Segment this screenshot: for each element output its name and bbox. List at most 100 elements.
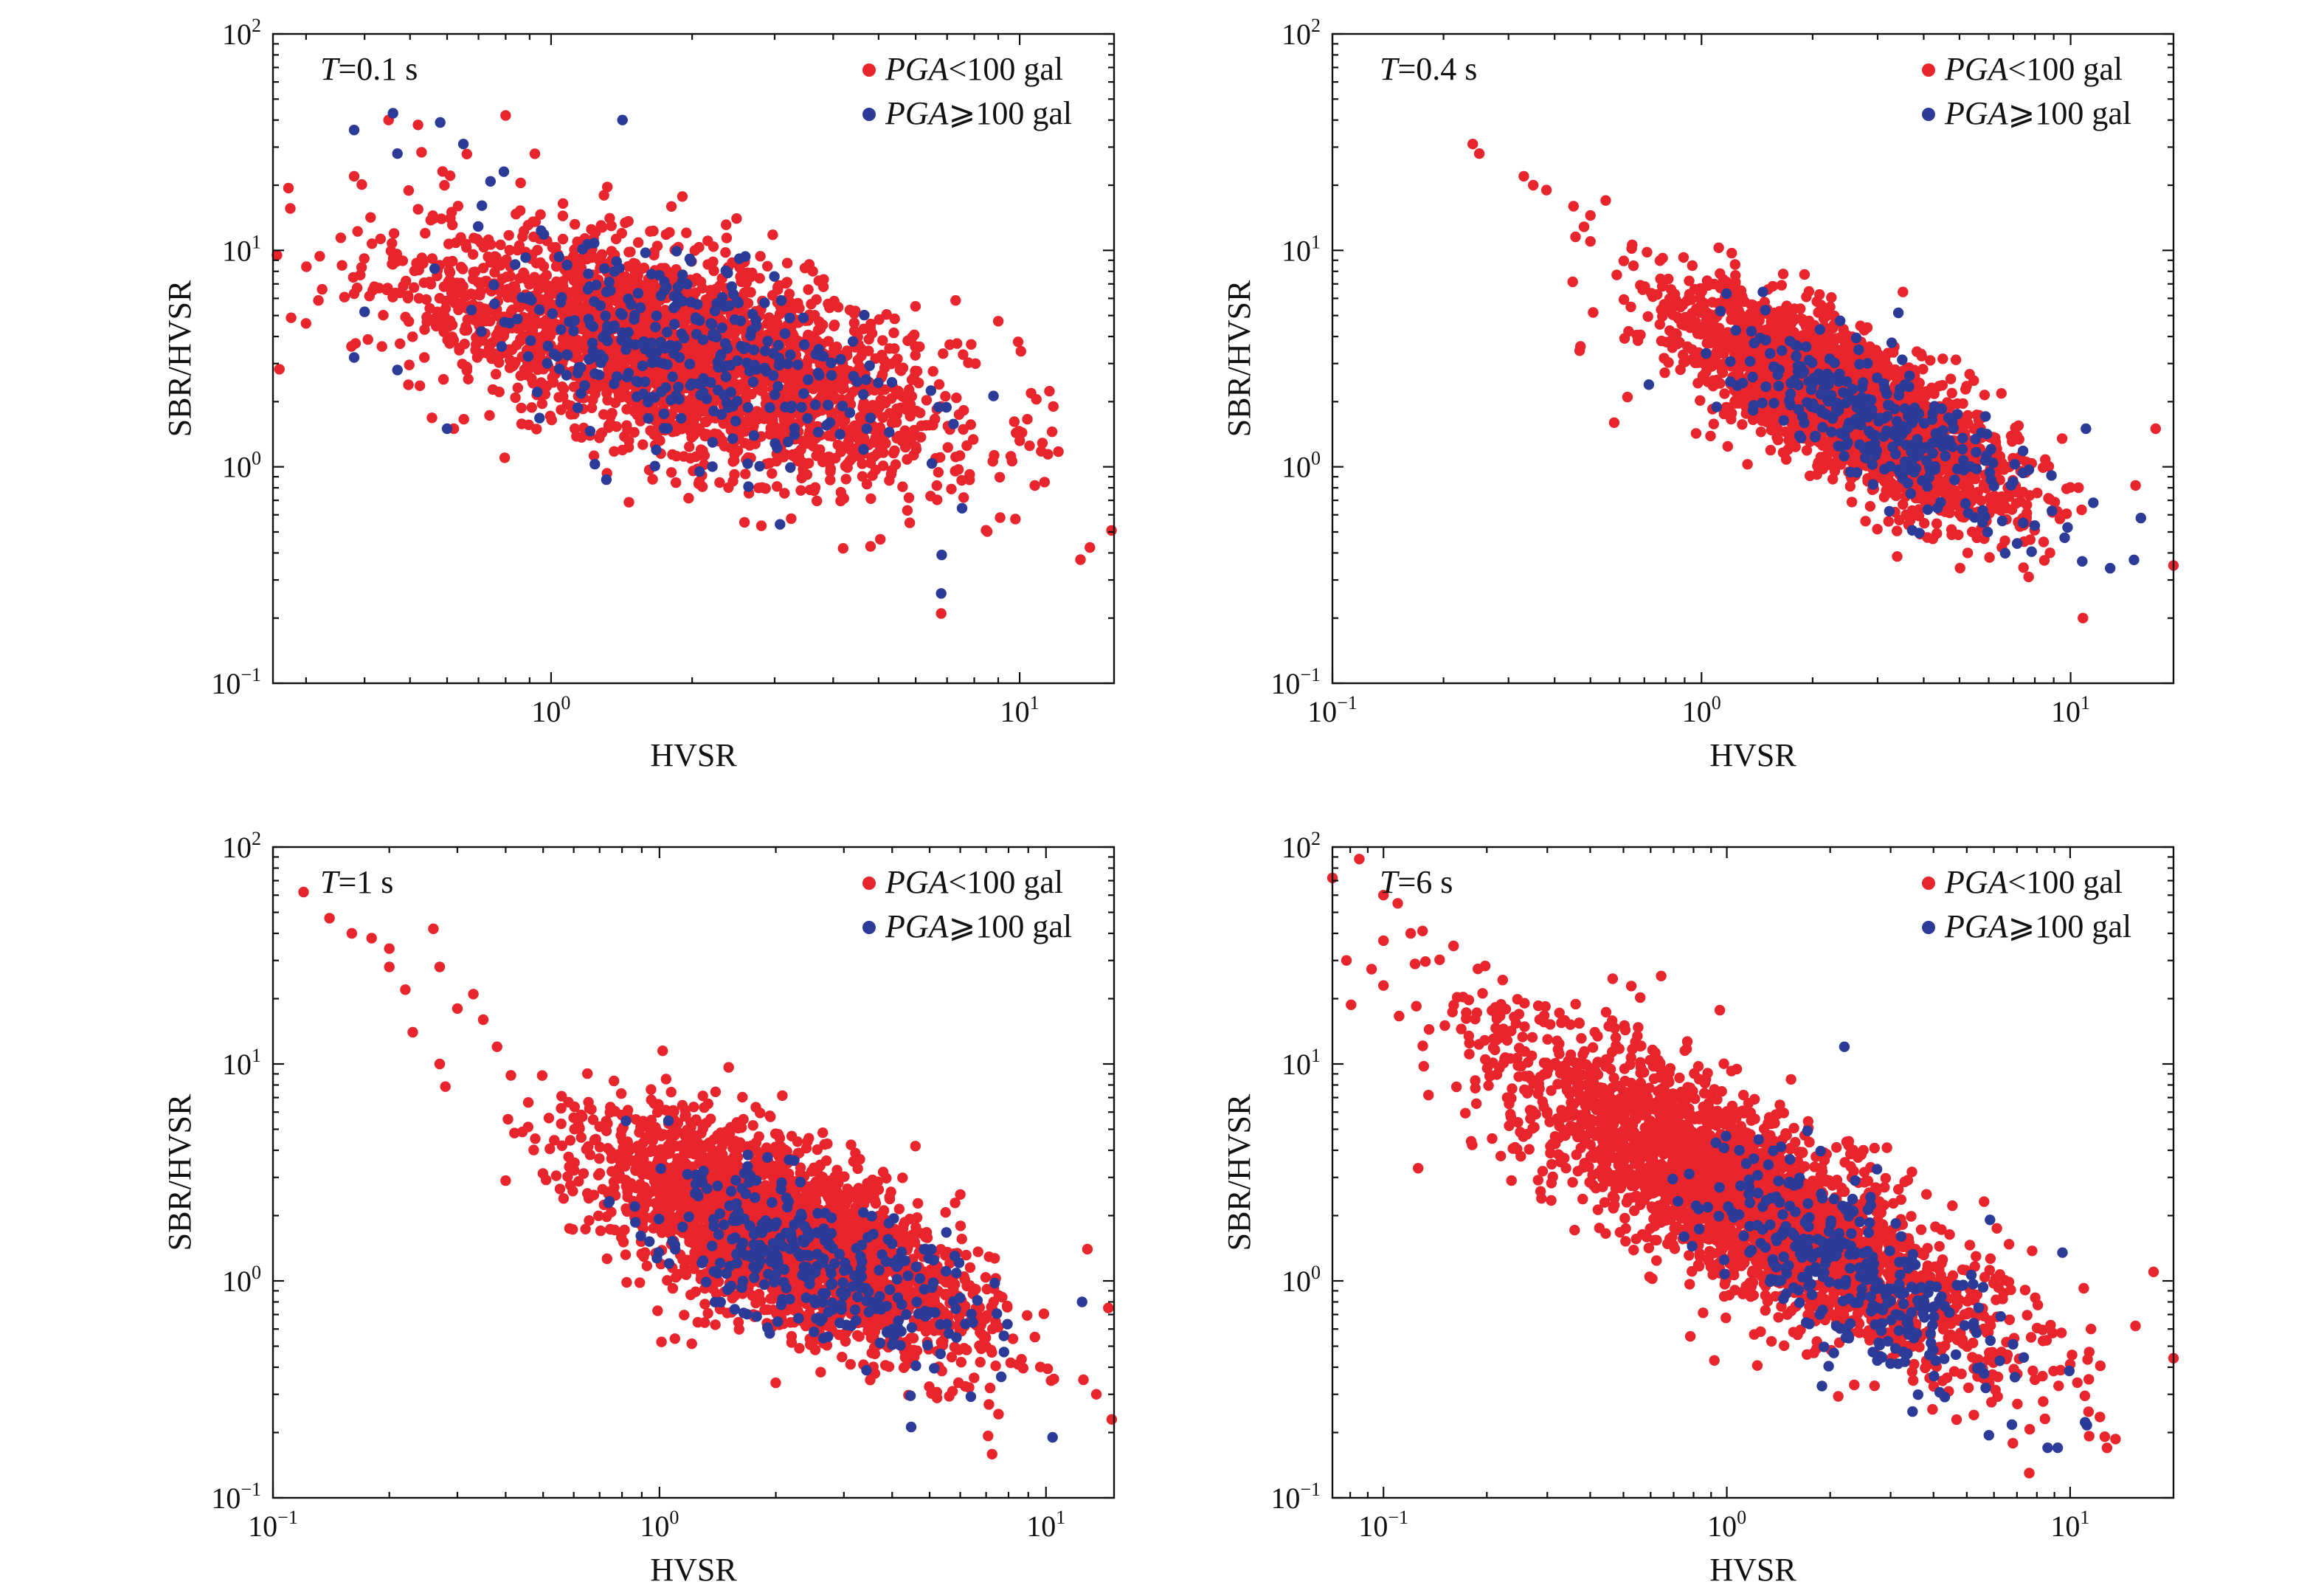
data-point-low-pga <box>916 432 927 443</box>
data-point-low-pga <box>664 227 675 238</box>
data-point-low-pga <box>956 474 967 486</box>
data-point-low-pga <box>443 238 454 249</box>
data-point-high-pga <box>691 328 702 340</box>
data-point-high-pga <box>824 417 836 428</box>
data-point-low-pga <box>1979 390 1991 401</box>
data-point-low-pga <box>469 266 481 277</box>
data-point-low-pga <box>829 319 840 331</box>
data-point-high-pga <box>789 423 800 434</box>
data-point-high-pga <box>759 297 770 308</box>
data-point-low-pga <box>1927 533 1939 545</box>
data-point-low-pga <box>807 266 818 277</box>
data-point-low-pga <box>779 488 790 499</box>
data-point-high-pga <box>429 263 440 274</box>
data-point-low-pga <box>413 264 424 276</box>
data-point-low-pga <box>1937 353 1948 364</box>
data-point-low-pga <box>412 204 423 215</box>
data-point-high-pga <box>764 402 775 413</box>
data-point-low-pga <box>702 259 713 270</box>
data-point-low-pga <box>586 402 598 413</box>
data-point-low-pga <box>424 303 435 314</box>
data-point-high-pga <box>736 341 747 352</box>
data-point-low-pga <box>606 407 618 419</box>
data-point-low-pga <box>531 424 542 435</box>
data-point-low-pga <box>910 301 921 312</box>
data-point-low-pga <box>651 241 663 252</box>
data-point-high-pga <box>536 225 547 236</box>
data-point-low-pga <box>903 492 915 503</box>
data-point-low-pga <box>1642 246 1653 258</box>
data-point-low-pga <box>693 478 705 489</box>
data-point-high-pga <box>775 519 786 530</box>
data-point-low-pga <box>781 277 793 288</box>
data-point-high-pga <box>649 460 660 471</box>
period-annotation: T=0.1 s <box>320 51 418 87</box>
data-point-high-pga <box>858 443 869 455</box>
data-point-high-pga <box>548 348 560 359</box>
data-point-low-pga <box>480 315 491 327</box>
data-point-low-pga <box>553 392 564 403</box>
data-point-high-pga <box>823 399 834 411</box>
data-point-low-pga <box>449 296 460 307</box>
data-point-low-pga <box>440 295 452 307</box>
data-point-low-pga <box>825 474 836 485</box>
data-point-high-pga <box>743 481 754 492</box>
data-point-high-pga <box>617 309 628 320</box>
data-point-low-pga <box>416 147 427 158</box>
data-point-low-pga <box>835 486 847 498</box>
data-point-low-pga <box>910 365 921 376</box>
data-point-low-pga <box>568 381 580 393</box>
data-point-low-pga <box>815 444 826 455</box>
data-point-high-pga <box>631 376 642 387</box>
data-point-low-pga <box>904 517 916 528</box>
data-point-high-pga <box>561 349 573 360</box>
data-point-low-pga <box>871 448 883 460</box>
data-point-low-pga <box>419 352 430 363</box>
data-point-low-pga <box>876 350 888 361</box>
data-point-low-pga <box>375 233 386 244</box>
data-point-high-pga <box>716 409 727 420</box>
data-point-high-pga <box>611 256 622 267</box>
data-point-low-pga <box>1012 336 1024 348</box>
data-point-low-pga <box>1588 307 1599 318</box>
data-point-high-pga <box>651 444 662 455</box>
data-point-low-pga <box>950 295 961 306</box>
data-point-high-pga <box>818 350 829 362</box>
data-point-low-pga <box>1044 386 1055 397</box>
data-point-high-pga <box>686 378 697 390</box>
data-point-low-pga <box>723 482 734 493</box>
data-point-high-pga <box>798 388 809 399</box>
data-point-low-pga <box>1846 497 1858 508</box>
data-point-low-pga <box>285 203 296 214</box>
data-point-low-pga <box>503 229 514 241</box>
data-point-low-pga <box>1010 514 1021 525</box>
data-point-high-pga <box>674 352 685 363</box>
data-point-low-pga <box>1085 542 1096 553</box>
data-point-low-pga <box>314 251 325 262</box>
data-point-high-pga <box>847 336 859 347</box>
data-point-low-pga <box>463 373 474 384</box>
data-point-low-pga <box>940 390 951 402</box>
data-point-high-pga <box>591 351 602 363</box>
data-point-low-pga <box>1015 345 1027 357</box>
data-point-low-pga <box>420 227 431 239</box>
data-point-low-pga <box>889 313 900 325</box>
data-point-low-pga <box>968 434 979 445</box>
data-point-low-pga <box>390 287 401 299</box>
data-point-low-pga <box>1567 276 1578 288</box>
data-point-low-pga <box>404 359 415 370</box>
data-point-high-pga <box>387 108 398 119</box>
data-point-low-pga <box>933 466 944 478</box>
data-point-low-pga <box>671 477 682 488</box>
data-point-high-pga <box>744 365 755 377</box>
data-point-low-pga <box>1075 554 1086 565</box>
data-point-low-pga <box>348 170 360 182</box>
data-point-low-pga <box>504 362 516 373</box>
data-point-low-pga <box>443 265 454 276</box>
data-point-low-pga <box>684 441 695 452</box>
data-point-high-pga <box>732 355 743 367</box>
data-point-low-pga <box>1022 414 1033 425</box>
data-point-low-pga <box>544 410 556 421</box>
x-axis-label: HVSR <box>650 737 737 773</box>
data-point-low-pga <box>598 190 609 201</box>
